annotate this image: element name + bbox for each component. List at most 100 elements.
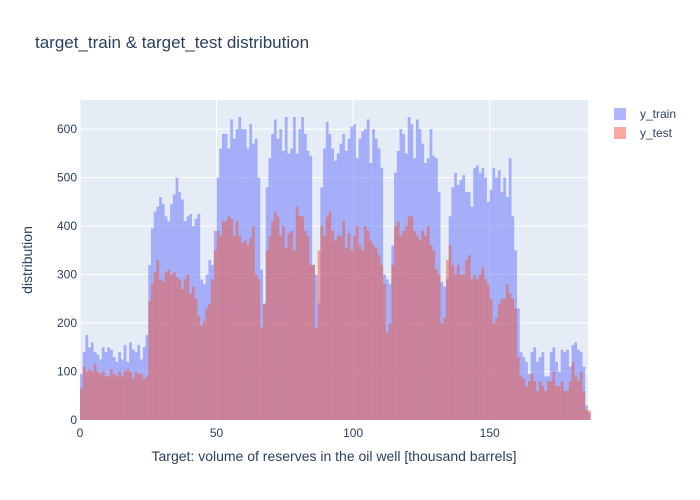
histogram-bar[interactable] [284,247,288,420]
histogram-bar[interactable] [454,274,457,420]
histogram-bar[interactable] [557,386,561,420]
histogram-bar[interactable] [336,235,340,420]
histogram-bar[interactable] [440,323,444,420]
histogram-bar[interactable] [459,274,463,420]
histogram-bar[interactable] [118,371,121,420]
histogram-bar[interactable] [429,245,433,420]
histogram-bar[interactable] [170,274,173,420]
histogram-bar[interactable] [194,298,198,420]
histogram-bar[interactable] [347,233,351,420]
histogram-bar[interactable] [213,250,217,420]
histogram-bar[interactable] [202,320,206,420]
histogram-bar[interactable] [568,381,572,420]
histogram-bar[interactable] [486,284,490,420]
histogram-bar[interactable] [497,303,501,420]
histogram-bar[interactable] [208,303,212,420]
histogram-bar[interactable] [560,381,564,420]
histogram-bar[interactable] [530,373,534,420]
histogram-bar[interactable] [495,177,498,420]
histogram-bar[interactable] [224,221,228,420]
histogram-bar[interactable] [96,371,100,420]
histogram-bar[interactable] [295,206,299,420]
histogram-bar[interactable] [93,364,97,420]
histogram-bar[interactable] [366,230,370,420]
histogram-bar[interactable] [385,332,389,420]
histogram-bar[interactable] [383,284,386,420]
histogram-bar[interactable] [355,226,359,420]
histogram-bar[interactable] [511,298,515,420]
histogram-bar[interactable] [492,323,496,420]
histogram-bar[interactable] [279,235,283,420]
histogram-bar[interactable] [90,371,94,420]
histogram-bar[interactable] [547,381,550,420]
histogram-bar[interactable] [282,226,285,420]
histogram-bar[interactable] [506,284,509,420]
histogram-bar[interactable] [585,410,588,420]
histogram-bar[interactable] [265,250,269,420]
histogram-bar[interactable] [317,250,321,420]
histogram-bar[interactable] [527,381,531,420]
histogram-bar[interactable] [153,272,157,420]
histogram-bar[interactable] [260,327,263,420]
histogram-bar[interactable] [312,264,315,420]
histogram-bar[interactable] [129,371,132,420]
histogram-bar[interactable] [293,250,296,420]
histogram-bar[interactable] [181,289,184,420]
histogram-bar[interactable] [271,221,274,420]
histogram-bar[interactable] [301,216,304,420]
histogram-bar[interactable] [320,226,324,420]
histogram-bar[interactable] [456,264,460,420]
histogram-bar[interactable] [410,216,414,420]
histogram-bar[interactable] [334,240,337,420]
histogram-bar[interactable] [552,371,556,420]
histogram-bar[interactable] [151,284,154,420]
histogram-bar[interactable] [566,349,569,420]
histogram-bar[interactable] [134,371,138,420]
histogram-bar[interactable] [555,386,558,420]
histogram-bar[interactable] [451,264,455,420]
histogram-bar[interactable] [249,238,253,420]
histogram-bar[interactable] [358,245,362,420]
histogram-bar[interactable] [273,211,277,420]
histogram-bar[interactable] [230,218,233,420]
histogram-bar[interactable] [369,240,373,420]
histogram-bar[interactable] [353,235,356,420]
histogram-bar[interactable] [478,274,482,420]
histogram-bar[interactable] [582,390,586,420]
histogram-bar[interactable] [574,376,578,420]
histogram-bar[interactable] [227,216,231,420]
histogram-bar[interactable] [314,327,318,420]
histogram-bar[interactable] [115,376,119,420]
histogram-bar[interactable] [298,216,302,420]
histogram-bar[interactable] [473,274,477,420]
histogram-bar[interactable] [164,272,168,420]
histogram-bar[interactable] [232,235,236,420]
histogram-bar[interactable] [538,381,542,420]
histogram-bar[interactable] [99,373,102,420]
histogram-bar[interactable] [350,250,354,420]
histogram-bar[interactable] [191,286,195,420]
histogram-bar[interactable] [323,235,326,420]
histogram-bar[interactable] [197,315,201,420]
legend-item-y-train[interactable]: y_train [614,107,676,121]
histogram-bar[interactable] [396,221,400,420]
legend-item-y-test[interactable]: y_test [614,126,673,140]
histogram-bar[interactable] [533,381,537,420]
histogram-bar[interactable] [88,369,91,420]
histogram-bar[interactable] [377,255,381,420]
histogram-bar[interactable] [508,293,512,420]
histogram-bar[interactable] [331,230,334,420]
histogram-bar[interactable] [522,378,526,420]
histogram-bar[interactable] [380,264,384,420]
histogram-bar[interactable] [448,245,452,420]
histogram-bar[interactable] [178,279,182,420]
histogram-bar[interactable] [145,376,149,420]
histogram-bar[interactable] [391,264,395,420]
histogram-bar[interactable] [421,230,425,420]
histogram-bar[interactable] [577,381,580,420]
histogram-bar[interactable] [156,260,160,420]
histogram-bar[interactable] [262,303,266,420]
histogram-bar[interactable] [306,235,310,420]
histogram-bar[interactable] [246,245,250,420]
histogram-bar[interactable] [399,235,403,420]
